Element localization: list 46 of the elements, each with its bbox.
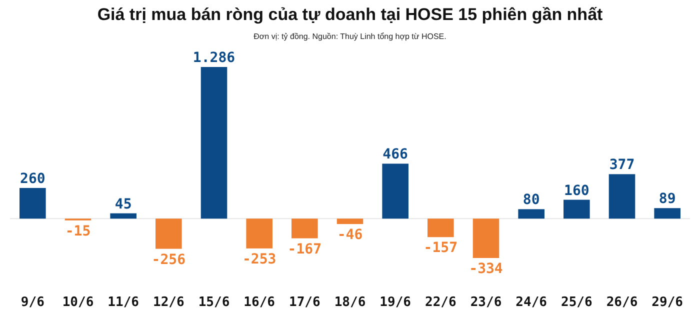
chart-subtitle: Đơn vị: tỷ đồng. Nguồn: Thuỳ Linh tổng hợp từ HOSE. [254,32,446,41]
data-label: -167 [288,241,322,258]
data-label: 260 [20,170,46,187]
data-label: 160 [564,182,590,199]
bar [564,200,590,219]
bar [518,209,544,219]
bar [608,174,636,219]
bar [246,218,272,248]
data-label: 45 [114,196,132,212]
x-tick-label: 25/6 [561,295,592,310]
data-label: -15 [65,223,91,240]
x-tick-label: 16/6 [244,295,276,310]
bar [20,188,46,219]
bar [382,164,408,219]
bar [156,218,182,249]
bar [110,213,136,219]
data-label: 1.286 [192,50,236,66]
bar [200,67,228,219]
data-label: 377 [609,157,635,174]
x-tick-label: 26/6 [606,295,638,310]
x-tick-label: 24/6 [516,295,548,310]
data-label: 89 [658,191,676,208]
x-tick-label: 9/6 [20,295,45,310]
data-label: 80 [522,192,540,208]
data-label: -253 [242,251,276,268]
bar [292,218,318,238]
x-tick-label: 10/6 [62,295,94,310]
x-tick-label: 22/6 [425,295,456,310]
data-label: -46 [337,227,363,244]
x-tick-label: 18/6 [334,295,366,310]
chart-title: Giá trị mua bán ròng của tự doanh tại HOSE 15 phiên gần nhất [97,5,604,24]
bar [654,208,680,219]
x-tick-label: 15/6 [198,295,230,310]
x-tick-label: 17/6 [289,295,320,310]
bar [472,218,500,258]
x-tick-label: 29/6 [652,295,684,310]
data-label: -157 [424,240,458,256]
data-label: 466 [382,146,408,163]
bar [336,218,364,224]
x-tick-label: 11/6 [108,295,140,310]
x-tick-label: 19/6 [380,295,412,310]
data-label: -256 [152,252,186,268]
bar [428,218,454,238]
x-tick-label: 23/6 [470,295,502,310]
data-label: -334 [469,261,503,277]
x-tick-label: 12/6 [153,295,184,310]
